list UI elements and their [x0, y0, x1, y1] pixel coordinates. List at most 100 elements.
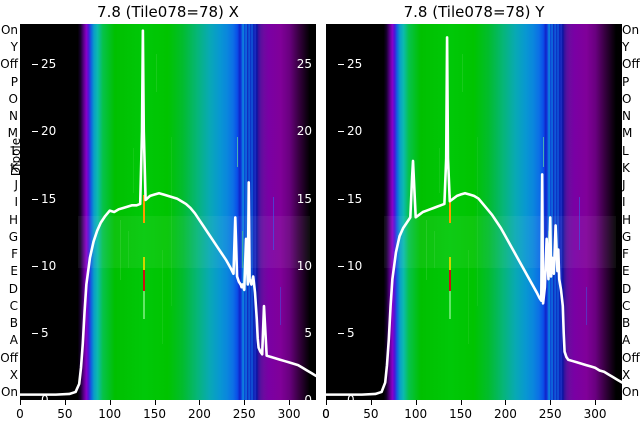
y-tick-left-20: 20	[32, 125, 56, 137]
profile-trace-x	[20, 29, 316, 396]
category-label-left-2: Off	[0, 57, 18, 72]
category-label-right-10: I	[622, 195, 626, 210]
texture-streak-0	[120, 219, 122, 280]
x-axis-right-label-150: 150	[449, 407, 472, 421]
category-label-right-0: On	[622, 23, 640, 37]
x-axis-right-label-200: 200	[493, 407, 517, 421]
heatmap-marker-0	[142, 195, 145, 224]
texture-streak-2	[439, 148, 441, 194]
category-label-left-16: C	[9, 298, 18, 313]
y-tick-left-15: 15	[32, 193, 56, 205]
x-axis-right-tick-150	[460, 400, 462, 405]
texture-streak-8	[578, 196, 580, 250]
category-label-right-18: A	[622, 333, 631, 348]
texture-band	[383, 215, 617, 254]
category-label-left-20: X	[9, 367, 18, 382]
category-label-left-6: M	[7, 126, 18, 141]
trace-line-y	[326, 36, 622, 396]
x-axis-right-label-100: 100	[404, 407, 428, 421]
panel-title-y: 7.8 (Tile078=78) Y	[403, 3, 545, 21]
category-label-right-11: H	[622, 212, 632, 227]
y-tick-left-mirror-25: 25	[296, 57, 312, 72]
category-label-right-8: K	[622, 160, 630, 175]
texture-streak-9	[280, 287, 282, 325]
category-label-right-5: N	[622, 109, 631, 124]
category-label-right-7: L	[622, 143, 629, 158]
x-axis-right-tick-250	[550, 400, 552, 405]
category-label-right-3: P	[622, 74, 630, 89]
category-label-left-4: O	[8, 91, 18, 106]
x-axis-right: 0 50 100 150 200 250 300	[322, 400, 622, 440]
texture-streak-5	[476, 136, 478, 306]
category-label-right-19: Off	[622, 350, 640, 365]
texture-band	[77, 215, 311, 254]
x-axis-left-tick-150	[154, 400, 156, 405]
heatmap-marker-1	[448, 257, 451, 271]
y-tick-right-5: 5	[338, 327, 355, 339]
category-label-right-14: E	[622, 264, 630, 279]
x-axis-left-tick-300	[289, 400, 291, 405]
category-label-right-12: G	[622, 229, 632, 244]
x-axis-right-label-300: 300	[583, 407, 607, 421]
y-tick-right-20: 20	[338, 125, 362, 137]
x-axis-right-tick-300	[595, 400, 597, 405]
x-axis-left-label-100: 100	[98, 407, 122, 421]
x-axis-right-label-50: 50	[363, 407, 379, 421]
texture-streak-5	[170, 136, 172, 306]
texture-streak-0	[426, 219, 428, 280]
category-label-left-1: Y	[10, 40, 18, 55]
texture-streak-1	[127, 230, 129, 269]
category-label-left-17: B	[9, 316, 18, 331]
x-axis-left-tick-250	[244, 400, 246, 405]
category-label-right-15: D	[622, 281, 632, 296]
x-axis-left-label-50: 50	[57, 407, 73, 421]
x-axis-right-tick-100	[415, 400, 417, 405]
profile-trace-y	[326, 36, 622, 396]
texture-streak-3	[156, 54, 158, 92]
texture-streak-6	[237, 136, 239, 167]
x-axis-left-tick-0	[20, 400, 21, 405]
category-label-left-12: G	[8, 229, 18, 244]
texture-streak-1	[433, 230, 435, 269]
texture-streak-3	[462, 54, 464, 92]
heatmap-panel-y[interactable]: 25 20 15 10 5 0	[326, 24, 622, 400]
texture-streak-7	[242, 230, 244, 269]
x-axis-right-label-250: 250	[538, 407, 562, 421]
y-tick-left-25: 25	[32, 58, 56, 70]
category-label-left-19: Off	[0, 350, 18, 365]
y-tick-left-0: 0	[32, 394, 49, 400]
category-label-right-9: J	[622, 178, 626, 193]
x-axis-left-label-150: 150	[143, 407, 166, 421]
colormap-bands-y	[326, 24, 622, 400]
categorical-axis-left: On Y Off P O N M L K J I H G F E D C B A Off X On	[0, 24, 18, 400]
heatmap-image-x	[20, 24, 316, 400]
y-tick-left-10: 10	[32, 260, 56, 272]
y-tick-left-5: 5	[32, 327, 49, 339]
heatmap-panel-x[interactable]: 25 20 15 10 5 0 25 20 15 10 5 0	[20, 24, 316, 400]
x-axis-left-label-extra: 0	[322, 407, 330, 421]
y-tick-left-mirror-5: 5	[304, 325, 312, 340]
heatmap-marker-3	[448, 290, 451, 320]
x-axis-left-label-0: 0	[16, 407, 24, 421]
texture-streak-4	[467, 249, 469, 344]
x-axis-right-tick-200	[505, 400, 507, 405]
x-axis-right-tick-0	[326, 400, 327, 405]
x-axis-left-tick-50	[64, 400, 66, 405]
category-label-right-16: C	[622, 298, 631, 313]
category-label-right-17: B	[622, 316, 631, 331]
texture-streak-9	[586, 287, 588, 325]
x-axis-right-tick-50	[370, 400, 372, 405]
category-label-right-21: On	[622, 385, 640, 399]
y-tick-right-15: 15	[338, 193, 362, 205]
category-label-left-7: L	[11, 143, 18, 158]
x-axis-left-tick-100	[109, 400, 111, 405]
category-label-right-6: M	[622, 126, 633, 141]
heatmap-marker-3	[142, 290, 145, 320]
texture-streak-4	[161, 249, 163, 344]
category-label-right-20: X	[622, 367, 631, 382]
texture-band	[77, 253, 311, 269]
y-tick-left-mirror-10: 10	[296, 258, 312, 273]
y-tick-left-mirror-15: 15	[296, 191, 312, 206]
texture-streak-8	[272, 196, 274, 250]
category-label-left-21: On	[0, 385, 18, 399]
